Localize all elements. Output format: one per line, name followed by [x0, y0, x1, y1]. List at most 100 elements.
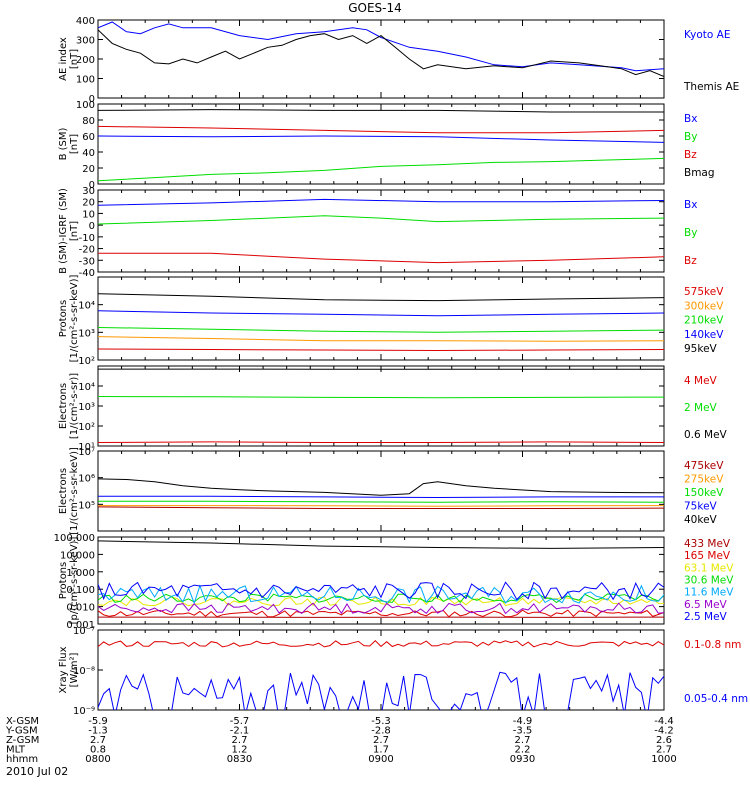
time-row-value: 0900 [368, 754, 393, 765]
time-row-value: 1.2 [232, 745, 248, 756]
y-tick-label: 10⁴ [78, 382, 95, 393]
y-tick-label: 200 [76, 55, 95, 66]
y-tick-label: 10 [82, 209, 95, 220]
panel-frame [97, 103, 665, 185]
panel-1: 0 100 200 300 400 AE index[nT] Kyoto AE Themis … [58, 16, 739, 105]
y-tick-label: 10³ [78, 328, 95, 339]
series-group [98, 640, 664, 710]
y-tick-label: 0.010 [66, 603, 95, 614]
series-line-by [98, 215, 664, 225]
y-tick-label: 100 [76, 100, 95, 111]
y-tick-label: 10¹ [78, 442, 95, 453]
y-tick-label: 10² [78, 356, 95, 367]
series-line-475kev [98, 506, 664, 509]
time-row-value: 2.7 [232, 735, 248, 746]
y-tick-label: 10⁻⁹ [73, 706, 95, 717]
legend-label: 275keV [684, 474, 724, 486]
legend-label: Bx [684, 199, 697, 211]
y-tick-label: 10⁴ [78, 301, 95, 312]
y-axis-label: Xray Flux[W/m²] [58, 646, 80, 693]
series-line-0-05-0-4-nm [98, 671, 664, 710]
time-row-value: 0800 [85, 754, 110, 765]
y-tick-label: 10⁻⁷ [73, 626, 95, 637]
panel-frame [97, 629, 665, 711]
series-line-bz [98, 252, 664, 264]
time-row-value: 0830 [227, 754, 252, 765]
time-row-value: -5.9 [88, 716, 108, 727]
y-tick-label: 300 [76, 36, 95, 47]
time-row-label: MLT [6, 745, 26, 756]
time-row-value: -5.3 [371, 716, 391, 727]
legend-label: 40keV [684, 514, 718, 526]
series-line-63-1-mev [98, 596, 664, 607]
y-axis-label: Electrons[1/(cm²-s-sr)] [58, 373, 80, 439]
legend-label: 300keV [684, 300, 724, 312]
y-tick-label: 0 [89, 94, 95, 105]
y-tick-label: 100 [76, 75, 95, 86]
series-line-bx [98, 135, 664, 143]
series-group [98, 198, 664, 264]
y-axis-label: Electrons[1/(cm²-s-sr-keV)] [58, 447, 80, 535]
legend-label: 0.05-0.4 nm [684, 693, 748, 705]
y-tick-label: 80 [82, 116, 95, 127]
time-row-value: 0.8 [90, 745, 106, 756]
legend-label: By [684, 227, 697, 239]
y-tick-label: 400 [76, 16, 95, 27]
y-tick-label: -20 [79, 245, 95, 256]
legend-label: 0.1-0.8 nm [684, 639, 741, 651]
series-line-165-mev [98, 609, 664, 618]
y-tick-label: 0.100 [66, 585, 95, 596]
time-row-value: -2.8 [371, 726, 391, 737]
time-row-value: 2.6 [656, 735, 672, 746]
legend-label: 75keV [684, 501, 718, 513]
y-tick-label: 40 [82, 148, 95, 159]
y-tick-label: 10.000 [60, 550, 95, 561]
time-row-label: X-GSM [6, 716, 39, 727]
time-row-value: 2.7 [373, 735, 389, 746]
panel-8: 10⁻⁹ 10⁻⁸ 10⁻⁷ Xray Flux[W/m²] 0.1-0.8 nm 0.0… [58, 626, 748, 717]
legend-label: 63.1 MeV [684, 562, 734, 574]
series-line-300kev [98, 336, 664, 342]
time-row-value: -4.9 [513, 716, 533, 727]
y-tick-label: 10⁵ [78, 500, 95, 511]
legend-label: 140keV [684, 329, 724, 341]
y-tick-label: 0 [89, 180, 95, 191]
series-line-kyoto-ae [98, 21, 664, 72]
y-tick-label: 20 [82, 198, 95, 209]
legend-label: 210keV [684, 315, 724, 327]
series-line-bmag [98, 109, 664, 113]
time-row-value: 0930 [510, 754, 535, 765]
y-tick-label: 20 [82, 164, 95, 175]
y-tick-label: 1.000 [66, 568, 95, 579]
series-line-40kev [98, 478, 664, 496]
series-line-4-mev [98, 441, 664, 443]
legend-label: Bz [684, 149, 697, 161]
series-group [98, 293, 664, 352]
series-line-0-1-0-8-nm [98, 640, 664, 648]
time-row-value: 2.7 [90, 735, 106, 746]
legend-label: 95keV [684, 343, 718, 355]
figure-title: GOES-14 [348, 1, 402, 15]
time-axis-table: X-GSM -5.9 -5.7 -5.3 -4.9 -4.4 Y-GSM -1.3 -2.1 -2… [5, 716, 677, 765]
y-tick-label: 10⁻⁸ [73, 666, 95, 677]
y-axis-label: B (SM)-IGRF (SM)[nT] [58, 188, 80, 274]
panel-7: 0.001 0.010 0.100 1.000 10.000 100.000Protons… [54, 533, 735, 631]
y-axis-label: B (SM)[nT] [58, 127, 80, 160]
time-row-value: 1000 [651, 754, 676, 765]
series-group [98, 540, 664, 618]
series-line-bz [98, 125, 664, 134]
series-group [98, 478, 664, 509]
series-line-275kev [98, 505, 664, 507]
series-group [98, 368, 664, 443]
y-axis-label: AE index[nT] [58, 37, 80, 81]
time-row-label: Y-GSM [5, 726, 38, 737]
panel-frame [97, 450, 665, 532]
y-tick-label: 10² [78, 422, 95, 433]
y-tick-label: 30 [82, 186, 95, 197]
legend-label: 2 MeV [684, 402, 718, 414]
y-tick-label: 0 [89, 221, 95, 232]
y-tick-label: 60 [82, 132, 95, 143]
legend-label: 475keV [684, 460, 724, 472]
